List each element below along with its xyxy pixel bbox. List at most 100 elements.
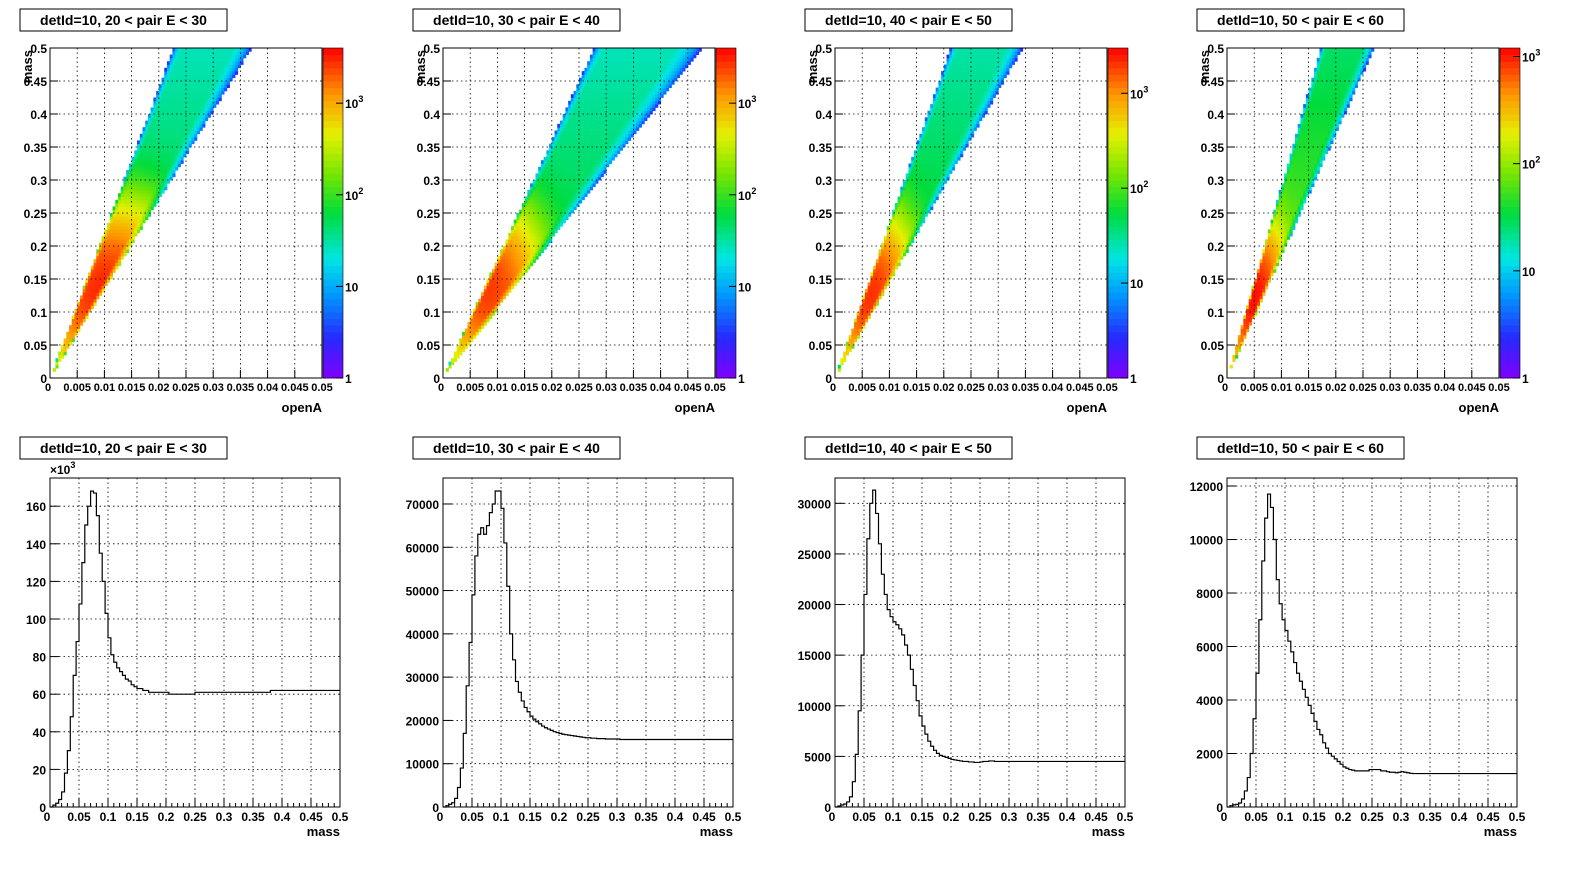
heatmap-cell (142, 199, 146, 204)
heatmap-cell (532, 246, 536, 250)
heatmap-cell (579, 114, 583, 118)
heatmap-cell (150, 120, 154, 125)
heatmap-cell (573, 140, 577, 145)
heatmap-cell (213, 71, 217, 75)
heatmap-cell (93, 265, 97, 270)
heatmap-cell (924, 143, 928, 148)
heatmap-cell (1000, 77, 1005, 82)
heatmap-cell (903, 209, 907, 214)
heatmap-cell (949, 48, 953, 52)
heatmap-cell (922, 147, 926, 151)
heatmap-cell (941, 77, 945, 82)
heatmap-cell (559, 206, 564, 211)
heatmap-cell (177, 130, 181, 135)
heatmap-cell (126, 239, 130, 244)
heatmap-cell (213, 90, 217, 95)
heatmap-cell (973, 94, 977, 98)
heatmap-cell (513, 239, 517, 244)
heatmap-cell (614, 107, 618, 112)
heatmap-cell (608, 57, 613, 62)
heatmap-cell (600, 87, 604, 92)
heatmap-cell (668, 77, 672, 82)
heatmap-cell (207, 87, 211, 92)
heatmap-cell (875, 282, 879, 286)
heatmap-cell (546, 193, 550, 197)
heatmap-cell (587, 97, 591, 102)
heatmap-cell (889, 252, 893, 257)
heatmap-cell (55, 361, 59, 366)
heatmap-cell (120, 213, 124, 217)
heatmap-cell (175, 166, 179, 171)
heatmap-cell (500, 252, 504, 257)
heatmap-cell (570, 147, 574, 151)
heatmap-cell (166, 104, 171, 108)
heatmap-cell (655, 104, 659, 108)
heatmap-cell (592, 51, 596, 55)
heatmap-cell (962, 94, 966, 98)
heatmap-cell (630, 81, 634, 85)
heatmap-cell (210, 84, 214, 88)
palette-step (323, 61, 343, 69)
heatmap-cell (668, 84, 672, 88)
heatmap-cell (911, 219, 915, 224)
heatmap-cell (903, 229, 907, 234)
heatmap-cell (935, 180, 939, 184)
heatmap-cell (638, 90, 642, 95)
heatmap-cell (112, 252, 116, 257)
heatmap-cell (166, 130, 171, 135)
heatmap-cell (126, 186, 130, 191)
heatmap-cell (627, 84, 632, 88)
heatmap-cell (559, 163, 564, 168)
heatmap-cell (85, 292, 89, 296)
heatmap-cell (565, 176, 569, 181)
heatmap-cell (854, 335, 858, 339)
heatmap-cell (210, 51, 214, 55)
heatmap-cell (158, 84, 162, 88)
heatmap-cell (557, 137, 561, 141)
heatmap-cell (608, 133, 613, 138)
heatmap-cell (194, 90, 198, 95)
heatmap-cell (532, 213, 536, 217)
heatmap-cell (598, 127, 602, 131)
heatmap-cell (147, 117, 152, 121)
heatmap-cell (592, 160, 596, 164)
heatmap-cell (617, 74, 621, 79)
heatmap-cell (147, 196, 152, 201)
heatmap-cell (589, 147, 593, 151)
heatmap-cell (500, 279, 504, 283)
heatmap-cell (644, 61, 648, 65)
heatmap-cell (158, 189, 162, 194)
x-tick-label: 0 (438, 382, 444, 394)
heatmap-cell (581, 133, 585, 138)
palette-step (716, 87, 736, 95)
heatmap-cell (540, 209, 545, 214)
heatmap-cell (215, 87, 220, 92)
heatmap-cell (470, 321, 474, 326)
heatmap-cell (508, 242, 512, 247)
heatmap-cell (587, 74, 591, 79)
heatmap-cell (606, 54, 610, 59)
heatmap-cell (128, 163, 132, 168)
heatmap-cell (538, 219, 542, 224)
heatmap-cell (625, 48, 629, 52)
heatmap-cell (660, 64, 664, 69)
heatmap-cell (521, 203, 525, 207)
heatmap-cell (668, 51, 672, 55)
heatmap-cell (191, 51, 195, 55)
heatmap-cell (491, 288, 496, 293)
heatmap-cell (998, 48, 1002, 52)
heatmap-cell (666, 84, 670, 88)
heatmap-cell (894, 206, 898, 211)
heatmap-cell (221, 81, 225, 85)
heatmap-cell (579, 81, 583, 85)
heatmap-cell (935, 140, 939, 145)
heatmap-cell (508, 272, 512, 277)
heatmap-cell (196, 67, 200, 72)
heatmap-cell (995, 51, 999, 55)
heatmap-cell (611, 71, 615, 75)
heatmap-cell (595, 114, 599, 118)
heatmap-cell (177, 61, 181, 65)
heatmap-cell (156, 189, 160, 194)
heatmap-cell (145, 156, 149, 161)
heatmap-cell (543, 170, 547, 174)
